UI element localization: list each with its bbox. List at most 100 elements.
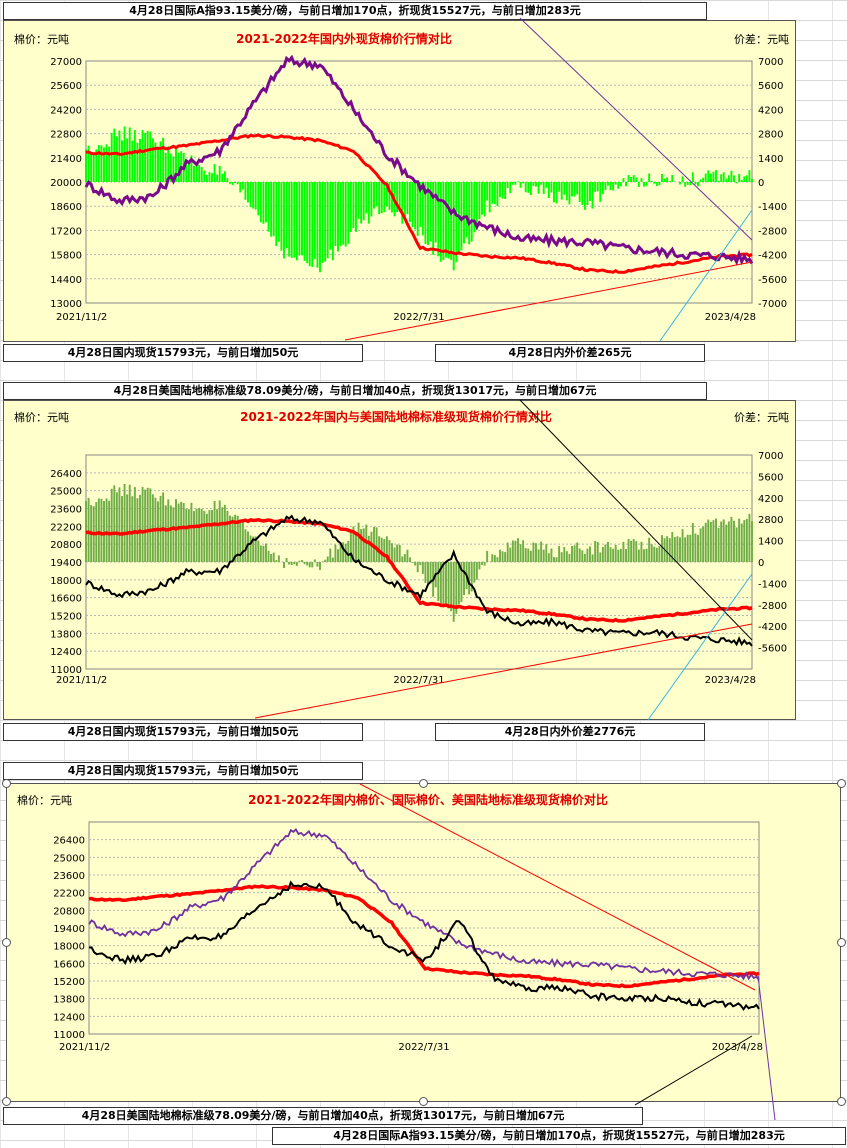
- label-intl-bottom[interactable]: 4月28日国际A指93.15美分/磅，与前日增加170点，折现货15527元，与…: [272, 1127, 846, 1145]
- spread-bar: [532, 542, 535, 562]
- spread-bar: [635, 541, 638, 562]
- y2-tick-label: -5600: [758, 644, 787, 655]
- spread-bar: [601, 546, 604, 562]
- spread-bar: [483, 182, 486, 217]
- label-intl-top[interactable]: 4月28日国际A指93.15美分/磅，与前日增加170点，折现货15527元，与…: [3, 2, 707, 20]
- spread-bar: [450, 562, 453, 612]
- spread-bar: [715, 170, 717, 182]
- spread-bar: [149, 131, 152, 182]
- spread-bar: [216, 509, 219, 562]
- spread-bar: [226, 510, 229, 562]
- chart-panel-3[interactable]: 2021-2022年国内棉价、国际棉价、美国陆地标准级现货棉价对比 棉价：元吨 26…: [6, 783, 841, 1102]
- spread-bar: [324, 559, 327, 562]
- spread-bar: [403, 554, 406, 562]
- y-tick-label: 18600: [50, 202, 82, 213]
- chart-panel-2[interactable]: 2021-2022年国内与美国陆地棉标准级现货棉价行情对比 棉价：元吨 价差：元吨 2…: [3, 400, 796, 720]
- y2-tick-label: -7000: [758, 299, 787, 310]
- spread-bar: [612, 182, 615, 191]
- spread-bar: [650, 180, 653, 182]
- spread-bar: [473, 182, 476, 233]
- spread-bar: [547, 182, 550, 199]
- label-spread-2[interactable]: 4月28日内外价差2776元: [435, 723, 705, 741]
- series-line: [84, 54, 754, 266]
- resize-handle-ml[interactable]: [2, 938, 11, 947]
- spread-bar: [586, 548, 589, 562]
- spread-bar: [103, 500, 105, 562]
- spread-bar: [578, 182, 581, 202]
- spread-bar: [285, 557, 288, 562]
- spread-bar: [475, 562, 478, 580]
- spread-bar: [316, 182, 319, 268]
- label-us-bottom[interactable]: 4月28日美国陆地棉标准级78.09美分/磅，与前日增加40点，折现货13017…: [3, 1107, 643, 1125]
- y-axis-label: 棉价：元吨: [17, 793, 72, 807]
- spread-bar: [234, 182, 237, 184]
- spread-bar: [100, 145, 103, 182]
- spread-bar: [321, 182, 324, 263]
- spread-bar: [362, 182, 365, 221]
- spread-bar: [560, 552, 563, 562]
- spread-bar: [455, 182, 458, 263]
- spread-bar: [406, 182, 409, 215]
- chart-panel-1[interactable]: 2021-2022年国内外现货棉价行情对比 棉价：元吨 价差：元吨 27000 2560…: [3, 20, 796, 342]
- resize-handle-tr[interactable]: [837, 779, 846, 788]
- resize-handle-bl[interactable]: [2, 1097, 11, 1106]
- spread-bar: [491, 554, 494, 562]
- spread-bar: [265, 182, 267, 223]
- y-tick-label: 18000: [53, 942, 85, 953]
- spread-bar: [568, 182, 571, 205]
- spread-bar: [92, 154, 95, 182]
- resize-handle-tc[interactable]: [419, 779, 428, 788]
- spread-bar: [247, 182, 249, 203]
- y-tick-label: 23600: [50, 505, 82, 516]
- spread-bar: [396, 544, 399, 562]
- resize-handle-mr[interactable]: [837, 938, 846, 947]
- resize-handle-br[interactable]: [837, 1097, 846, 1106]
- spread-bar: [380, 537, 383, 562]
- spread-bar: [614, 182, 617, 185]
- spread-bar: [684, 537, 687, 562]
- spread-bar: [326, 556, 329, 562]
- spread-bar: [460, 562, 463, 602]
- spread-bar: [295, 562, 298, 566]
- chart-title: 2021-2022年国内与美国陆地棉标准级现货棉价行情对比: [240, 409, 552, 424]
- spread-bar: [622, 541, 625, 562]
- spread-bar: [193, 165, 195, 182]
- spread-bar: [519, 544, 522, 562]
- y-tick-label: 19400: [53, 924, 85, 935]
- spread-bar: [447, 182, 450, 259]
- spread-bar: [463, 182, 465, 244]
- spread-bar: [162, 137, 165, 182]
- label-domestic-1[interactable]: 4月28日国内现货15793元，与前日增加50元: [3, 344, 363, 362]
- spread-bar: [355, 182, 357, 232]
- label-domestic-2[interactable]: 4月28日国内现货15793元，与前日增加50元: [3, 723, 363, 741]
- spread-bar: [738, 173, 741, 182]
- spread-bar: [591, 554, 594, 562]
- spread-bar: [249, 182, 252, 208]
- spread-bar: [342, 542, 345, 562]
- spread-bar: [275, 560, 278, 562]
- spread-bar: [396, 182, 399, 213]
- spread-bar: [339, 182, 342, 247]
- spread-bar: [283, 182, 285, 259]
- label-domestic-3[interactable]: 4月28日国内现货15793元，与前日增加50元: [3, 762, 363, 780]
- spread-bar: [231, 516, 234, 562]
- spread-bar: [437, 182, 440, 257]
- spread-bar: [550, 182, 553, 193]
- spread-bar: [226, 178, 229, 182]
- label-us-top[interactable]: 4月28日美国陆地棉标准级78.09美分/磅，与前日增加40点，折现货13017…: [3, 382, 707, 400]
- spread-bar: [383, 182, 386, 213]
- spread-bar: [563, 547, 566, 562]
- spread-bar: [349, 182, 352, 232]
- y-tick-label: 14400: [50, 275, 82, 286]
- spread-bar: [581, 550, 584, 562]
- spread-bar: [583, 182, 586, 210]
- resize-handle-tl[interactable]: [2, 779, 11, 788]
- label-spread-1[interactable]: 4月28日内外价差265元: [435, 344, 705, 362]
- spread-bar: [604, 182, 607, 191]
- resize-handle-bc[interactable]: [419, 1097, 428, 1106]
- spread-bar: [298, 560, 301, 562]
- y2-tick-label: -2800: [758, 601, 787, 612]
- spread-bar: [501, 182, 504, 199]
- spread-bar: [159, 141, 162, 182]
- spread-bar: [303, 182, 306, 261]
